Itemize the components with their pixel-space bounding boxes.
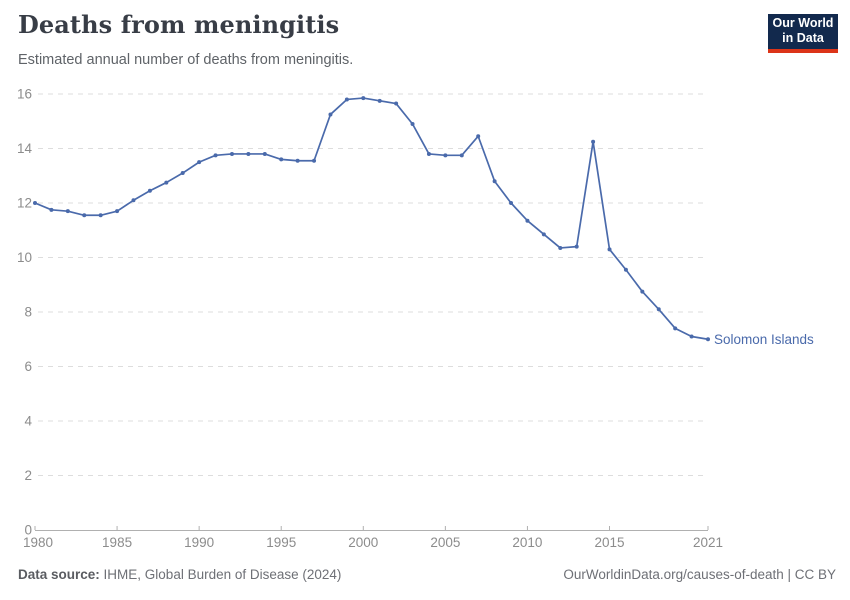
data-point[interactable] xyxy=(197,160,202,165)
data-source-note: Data source: IHME, Global Burden of Dise… xyxy=(18,567,341,582)
series-end-label[interactable]: Solomon Islands xyxy=(714,332,814,347)
data-point[interactable] xyxy=(574,244,579,249)
page-title: Deaths from meningitis xyxy=(18,10,340,39)
data-point[interactable] xyxy=(607,247,612,252)
data-point[interactable] xyxy=(492,179,497,184)
y-axis-tick-label: 8 xyxy=(24,305,32,320)
data-source-text: IHME, Global Burden of Disease (2024) xyxy=(103,567,342,582)
data-point[interactable] xyxy=(459,153,464,158)
data-point[interactable] xyxy=(115,209,120,214)
y-axis-tick-label: 0 xyxy=(24,523,32,538)
data-point[interactable] xyxy=(262,151,267,156)
data-point[interactable] xyxy=(689,334,694,339)
x-axis-tick-label: 1985 xyxy=(102,535,132,550)
x-axis-tick-label: 2005 xyxy=(430,535,460,550)
data-point[interactable] xyxy=(33,201,37,205)
x-axis-tick-label: 1980 xyxy=(23,535,53,550)
data-point[interactable] xyxy=(164,180,169,185)
data-point[interactable] xyxy=(147,188,152,193)
license-note[interactable]: OurWorldinData.org/causes-of-death | CC … xyxy=(563,567,836,582)
data-point[interactable] xyxy=(656,307,661,312)
data-point[interactable] xyxy=(65,209,70,214)
data-point[interactable] xyxy=(673,326,678,331)
x-axis-tick-label: 2000 xyxy=(348,535,378,550)
data-point[interactable] xyxy=(49,207,54,212)
data-point[interactable] xyxy=(410,121,415,126)
x-axis-tick-label: 2021 xyxy=(693,535,723,550)
data-point[interactable] xyxy=(246,151,251,156)
y-axis-tick-label: 10 xyxy=(17,250,32,265)
data-point[interactable] xyxy=(377,98,382,103)
data-point[interactable] xyxy=(426,151,431,156)
data-point[interactable] xyxy=(295,158,300,163)
y-axis-tick-label: 2 xyxy=(24,468,32,483)
owid-logo-line2: in Data xyxy=(782,31,824,45)
data-point[interactable] xyxy=(180,171,185,176)
x-axis-tick-label: 2010 xyxy=(512,535,542,550)
data-point[interactable] xyxy=(344,97,349,102)
data-point[interactable] xyxy=(706,337,710,342)
y-axis-tick-label: 12 xyxy=(17,196,32,211)
x-axis-tick-label: 2015 xyxy=(594,535,624,550)
data-point[interactable] xyxy=(640,289,645,294)
chart-footer: Data source: IHME, Global Burden of Dise… xyxy=(18,567,836,582)
data-point[interactable] xyxy=(591,139,596,144)
y-axis-tick-label: 14 xyxy=(17,141,33,156)
data-point[interactable] xyxy=(558,245,563,250)
data-point[interactable] xyxy=(229,151,234,156)
data-point[interactable] xyxy=(213,153,218,158)
data-point[interactable] xyxy=(541,232,546,237)
y-axis-tick-label: 6 xyxy=(24,359,32,374)
data-point[interactable] xyxy=(131,198,136,203)
data-point[interactable] xyxy=(623,267,628,272)
data-point[interactable] xyxy=(525,218,530,223)
x-axis-tick-label: 1990 xyxy=(184,535,214,550)
data-point[interactable] xyxy=(98,213,103,218)
data-source-label: Data source: xyxy=(18,567,100,582)
data-point[interactable] xyxy=(82,213,87,218)
y-axis-tick-label: 16 xyxy=(17,87,32,102)
owid-logo-line1: Our World xyxy=(772,16,834,30)
x-axis-tick-label: 1995 xyxy=(266,535,296,550)
data-point[interactable] xyxy=(476,134,481,139)
y-axis-tick-label: 4 xyxy=(24,414,32,429)
data-point[interactable] xyxy=(279,157,284,162)
data-point[interactable] xyxy=(312,158,317,163)
chart-subtitle: Estimated annual number of deaths from m… xyxy=(18,52,354,68)
owid-logo[interactable]: Our World in Data xyxy=(768,14,838,53)
data-line-solomon-islands[interactable] xyxy=(34,97,709,341)
data-point[interactable] xyxy=(361,96,366,101)
data-point[interactable] xyxy=(443,153,448,158)
data-point[interactable] xyxy=(509,201,514,205)
data-point[interactable] xyxy=(394,101,399,106)
data-point[interactable] xyxy=(328,112,333,117)
